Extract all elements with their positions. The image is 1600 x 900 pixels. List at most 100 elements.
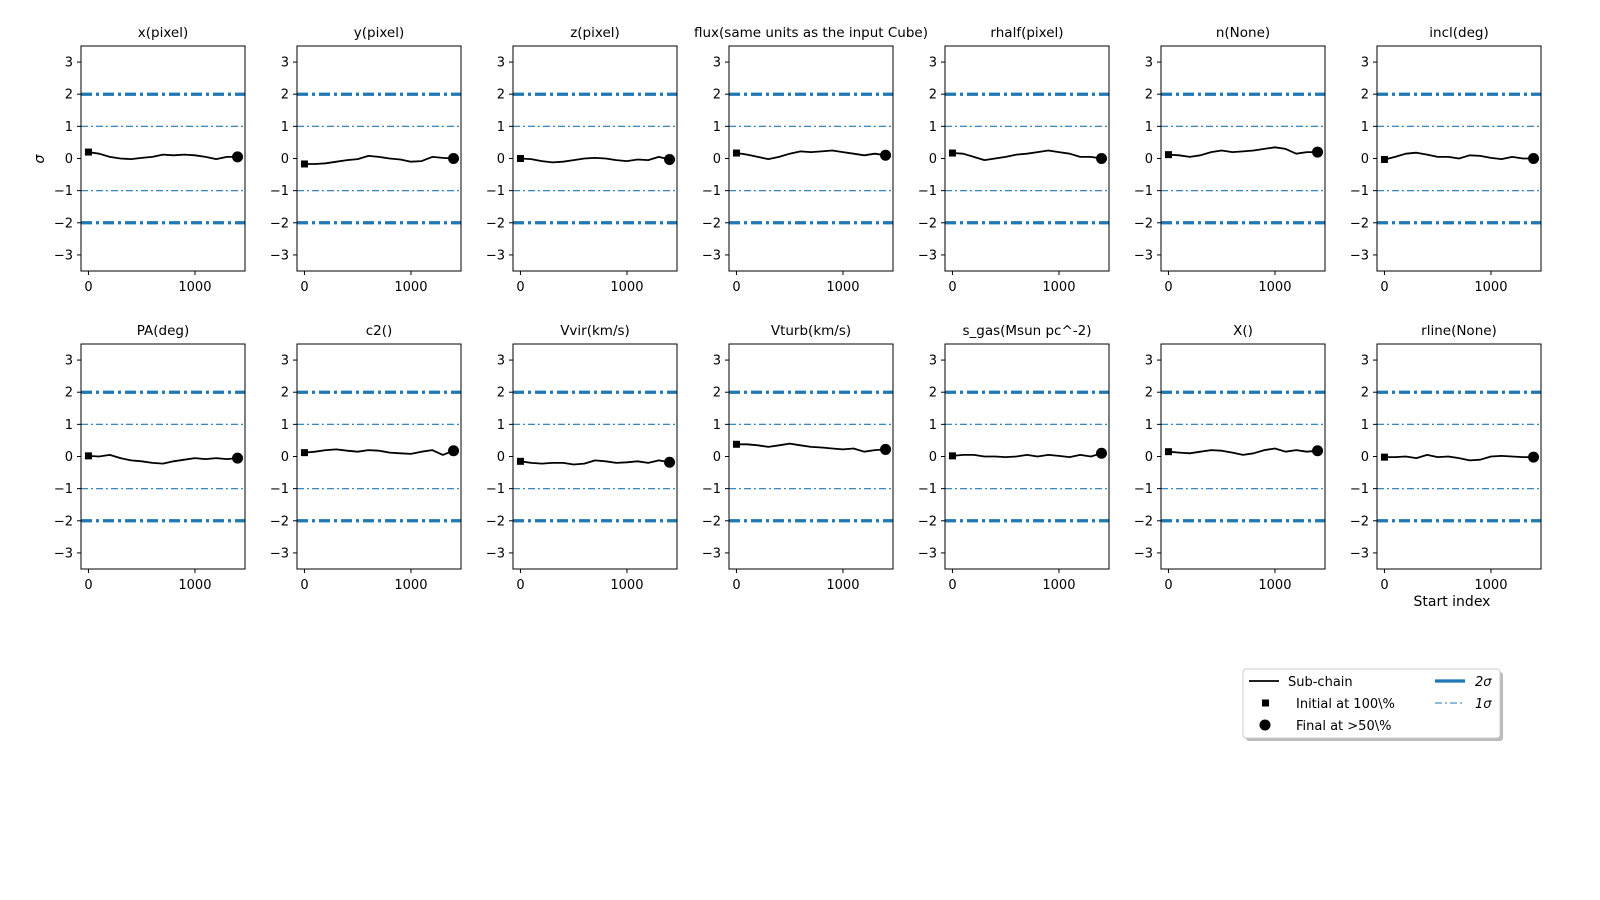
y-tick-label: −1 <box>270 184 289 199</box>
y-tick-label: −2 <box>54 216 73 231</box>
y-tick-label: −3 <box>1134 248 1153 263</box>
y-tick-label: 0 <box>497 450 505 465</box>
y-tick-label: 3 <box>1145 354 1153 369</box>
panel: Vturb(km/s) 3 2 1 0 −1 −2 −3 0 1000 <box>702 323 894 593</box>
initial-marker <box>732 149 740 157</box>
x-tick-label: 0 <box>1164 578 1172 593</box>
x-tick-label: 0 <box>1164 280 1172 295</box>
y-tick-label: 0 <box>1145 152 1153 167</box>
x-tick-label: 1000 <box>610 280 643 295</box>
final-marker <box>1096 447 1108 459</box>
y-tick-label: −3 <box>270 546 289 561</box>
y-tick-label: 2 <box>929 386 937 401</box>
y-tick-label: 3 <box>281 354 289 369</box>
y-tick-label: 2 <box>713 88 721 103</box>
initial-marker <box>300 160 308 168</box>
y-tick-label: 2 <box>713 386 721 401</box>
x-tick-label: 1000 <box>1258 280 1291 295</box>
y-tick-label: 0 <box>713 450 721 465</box>
y-tick-label: −1 <box>918 184 937 199</box>
initial-marker <box>300 449 308 457</box>
y-tick-label: 1 <box>65 120 73 135</box>
panel-title: n(None) <box>1216 25 1270 41</box>
y-tick-label: −3 <box>702 248 721 263</box>
final-marker <box>448 153 460 164</box>
y-tick-label: 1 <box>1145 120 1153 135</box>
y-tick-label: 3 <box>65 56 73 71</box>
y-tick-label: 2 <box>281 88 289 103</box>
final-marker <box>664 456 676 468</box>
sub-chain-line <box>952 149 1102 162</box>
y-tick-label: −1 <box>918 482 937 497</box>
panel: s_gas(Msun pc^-2) 3 2 1 0 −1 −2 −3 0 1000 <box>918 323 1110 593</box>
initial-marker <box>1164 448 1172 456</box>
final-marker <box>880 149 892 161</box>
y-tick-label: 3 <box>1361 56 1369 71</box>
y-tick-label: −1 <box>702 184 721 199</box>
sub-chain-line <box>736 442 886 453</box>
y-tick-label: 0 <box>1361 152 1369 167</box>
y-tick-label: 0 <box>1145 450 1153 465</box>
y-tick-label: −3 <box>1350 248 1369 263</box>
y-tick-label: −3 <box>1350 546 1369 561</box>
sub-chain-line <box>88 151 238 161</box>
panel: y(pixel) 3 2 1 0 −1 −2 −3 0 1000 <box>270 25 462 295</box>
y-tick-label: 3 <box>1145 56 1153 71</box>
panel-title: z(pixel) <box>570 25 620 41</box>
sub-chain-line <box>88 453 238 465</box>
panel: X() 3 2 1 0 −1 −2 −3 0 1000 <box>1134 323 1326 593</box>
final-marker <box>1312 445 1324 457</box>
panel-title: rhalf(pixel) <box>990 25 1063 41</box>
final-marker <box>232 151 244 163</box>
sub-chain-line <box>1384 453 1534 462</box>
x-tick-label: 0 <box>300 578 308 593</box>
final-marker <box>232 452 244 464</box>
y-tick-label: 0 <box>281 450 289 465</box>
legend-label-sub-chain: Sub-chain <box>1288 675 1353 690</box>
final-marker <box>1096 153 1108 164</box>
y-tick-label: 1 <box>281 120 289 135</box>
sub-chain-line <box>520 459 670 466</box>
y-tick-label: −3 <box>702 546 721 561</box>
y-tick-label: 2 <box>1361 88 1369 103</box>
y-tick-label: −3 <box>486 248 505 263</box>
legend-square-swatch <box>1262 699 1269 707</box>
y-tick-label: 1 <box>281 418 289 433</box>
y-tick-label: −2 <box>1350 514 1369 529</box>
x-tick-label: 1000 <box>826 578 859 593</box>
y-tick-label: 3 <box>929 56 937 71</box>
final-marker <box>1528 153 1540 164</box>
y-tick-label: −1 <box>486 482 505 497</box>
legend-label-initial: Initial at 100\% <box>1296 697 1395 712</box>
x-tick-label: 1000 <box>394 280 427 295</box>
y-tick-label: 0 <box>1361 450 1369 465</box>
y-tick-label: 3 <box>713 56 721 71</box>
x-tick-label: 1000 <box>1474 280 1507 295</box>
y-tick-label: −2 <box>486 216 505 231</box>
y-tick-label: −3 <box>1134 546 1153 561</box>
y-tick-label: 1 <box>713 418 721 433</box>
sub-chain-line <box>304 154 454 165</box>
y-tick-label: 0 <box>65 450 73 465</box>
initial-marker <box>948 452 956 460</box>
panel-title: X() <box>1233 323 1253 339</box>
panel-title: flux(same units as the input Cube) <box>694 25 928 41</box>
legend-frame <box>1242 668 1501 739</box>
y-axis-label: σ <box>32 153 48 163</box>
initial-marker <box>516 457 524 465</box>
y-tick-label: −3 <box>918 546 937 561</box>
y-tick-label: 2 <box>65 88 73 103</box>
y-tick-label: 1 <box>1361 120 1369 135</box>
y-tick-label: 3 <box>281 56 289 71</box>
x-tick-label: 0 <box>1380 280 1388 295</box>
x-axis-label: Start index <box>1414 594 1491 610</box>
y-tick-label: −2 <box>1134 216 1153 231</box>
y-tick-label: 1 <box>929 418 937 433</box>
x-tick-label: 0 <box>84 578 92 593</box>
legend-label-two-sigma: 2σ <box>1475 675 1492 690</box>
final-marker <box>1528 451 1540 463</box>
panel: x(pixel) 3 2 1 0 −1 −2 −3 0 1000 <box>54 25 246 295</box>
x-tick-label: 0 <box>948 578 956 593</box>
legend: Sub-chain Initial at 100\% Final at >50\% 2… <box>1242 668 1503 741</box>
